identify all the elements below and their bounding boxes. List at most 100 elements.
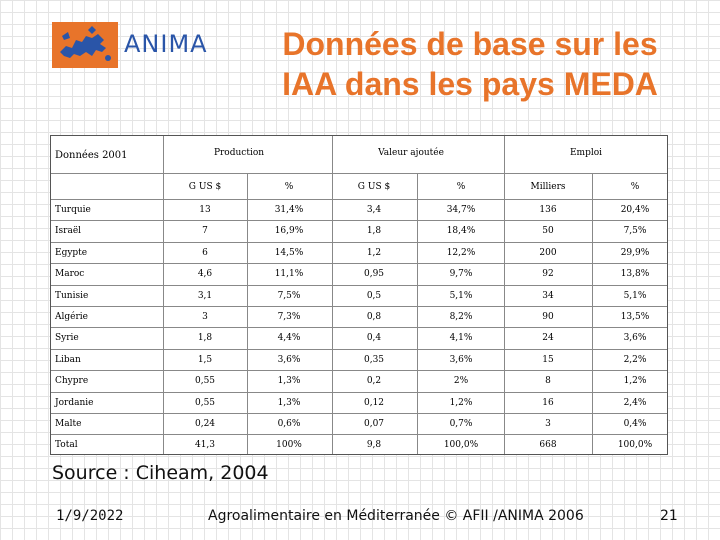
table-row: Total 41,3 100% 9,8 100,0% 668 100,0% bbox=[51, 435, 667, 456]
value-cell: 9,8 bbox=[366, 440, 382, 451]
group-header: Emploi bbox=[569, 148, 603, 158]
value-cell: 5,1% bbox=[623, 290, 647, 301]
unit-header: G US $ bbox=[357, 182, 391, 192]
group-header: Production bbox=[213, 148, 265, 158]
value-cell: 1,8 bbox=[197, 333, 213, 344]
value-cell: 18,4% bbox=[446, 226, 476, 237]
country-cell: Tunisie bbox=[55, 290, 89, 301]
value-cell: 6 bbox=[202, 247, 208, 258]
table-row: Jordanie 0,55 1,3% 0,12 1,2% 16 2,4% bbox=[51, 393, 667, 414]
table-row: Algérie 3 7,3% 0,8 8,2% 90 13,5% bbox=[51, 307, 667, 329]
value-cell: 7,3% bbox=[277, 312, 301, 322]
value-cell: 0,2 bbox=[366, 376, 382, 387]
unit-header: % bbox=[456, 182, 466, 192]
value-cell: 3,6% bbox=[623, 333, 647, 344]
value-cell: 136 bbox=[539, 205, 557, 215]
table-row: Egypte 6 14,5% 1,2 12,2% 200 29,9% bbox=[51, 243, 667, 265]
value-cell: 3,1 bbox=[197, 290, 213, 301]
title-line-2: IAA dans les pays MEDA bbox=[282, 66, 658, 102]
table-row: Maroc 4,6 11,1% 0,95 9,7% 92 13,8% bbox=[51, 264, 667, 286]
column-divider bbox=[247, 174, 248, 454]
footer-center: Agroalimentaire en Méditerranée © AFII /… bbox=[208, 508, 584, 524]
country-cell: Turquie bbox=[55, 205, 91, 215]
value-cell: 0,55 bbox=[194, 376, 216, 387]
value-cell: 1,2 bbox=[366, 247, 382, 258]
value-cell: 3 bbox=[545, 419, 551, 429]
unit-header: Milliers bbox=[530, 182, 566, 192]
country-cell: Malte bbox=[55, 419, 82, 429]
value-cell: 8 bbox=[545, 376, 551, 387]
country-cell: Israël bbox=[55, 226, 82, 237]
value-cell: 0,6% bbox=[277, 419, 301, 429]
table-row: Syrie 1,8 4,4% 0,4 4,1% 24 3,6% bbox=[51, 328, 667, 350]
value-cell: 3 bbox=[202, 312, 208, 322]
value-cell: 1,8 bbox=[366, 226, 382, 237]
table-row: Tunisie 3,1 7,5% 0,5 5,1% 34 5,1% bbox=[51, 286, 667, 307]
value-cell: 8,2% bbox=[449, 312, 473, 322]
column-divider bbox=[504, 136, 505, 454]
source-note: Source : Ciheam, 2004 bbox=[52, 462, 269, 484]
value-cell: 50 bbox=[542, 226, 554, 237]
footer-date: 1/9/2022 bbox=[56, 508, 124, 524]
value-cell: 9,7% bbox=[449, 269, 473, 280]
value-cell: 4,6 bbox=[197, 269, 213, 280]
country-cell: Chypre bbox=[55, 376, 89, 387]
value-cell: 29,9% bbox=[620, 247, 650, 258]
value-cell: 7,5% bbox=[277, 290, 301, 301]
value-cell: 13,8% bbox=[620, 269, 650, 280]
value-cell: 1,5 bbox=[197, 354, 213, 365]
value-cell: 100% bbox=[276, 440, 302, 451]
value-cell: 1,2% bbox=[623, 376, 647, 387]
value-cell: 12,2% bbox=[446, 247, 476, 258]
country-cell: Liban bbox=[55, 354, 81, 365]
value-cell: 7,5% bbox=[623, 226, 647, 237]
unit-header: % bbox=[630, 182, 640, 192]
value-cell: 0,4 bbox=[366, 333, 382, 344]
value-cell: 2% bbox=[453, 376, 469, 387]
value-cell: 4,1% bbox=[449, 333, 473, 344]
value-cell: 31,4% bbox=[274, 205, 304, 215]
column-divider bbox=[332, 136, 333, 454]
table-row: Turquie 13 31,4% 3,4 34,7% 136 20,4% bbox=[51, 200, 667, 222]
value-cell: 200 bbox=[539, 247, 557, 258]
value-cell: 3,4 bbox=[366, 205, 382, 215]
value-cell: 20,4% bbox=[620, 205, 650, 215]
value-cell: 0,12 bbox=[363, 397, 385, 408]
table-row: Malte 0,24 0,6% 0,07 0,7% 3 0,4% bbox=[51, 414, 667, 436]
group-header: Valeur ajoutée bbox=[378, 148, 444, 158]
value-cell: 0,24 bbox=[194, 419, 216, 429]
value-cell: 92 bbox=[542, 269, 554, 280]
title-line-1: Données de base sur les bbox=[282, 26, 658, 62]
value-cell: 24 bbox=[542, 333, 554, 344]
value-cell: 4,4% bbox=[277, 333, 301, 344]
value-cell: 0,55 bbox=[194, 397, 216, 408]
value-cell: 16 bbox=[542, 397, 554, 408]
value-cell: 1,3% bbox=[277, 376, 301, 387]
table-row: Liban 1,5 3,6% 0,35 3,6% 15 2,2% bbox=[51, 350, 667, 372]
value-cell: 3,6% bbox=[277, 354, 301, 365]
table-row: Chypre 0,55 1,3% 0,2 2% 8 1,2% bbox=[51, 371, 667, 393]
value-cell: 5,1% bbox=[449, 290, 473, 301]
value-cell: 41,3 bbox=[194, 440, 216, 451]
value-cell: 2,2% bbox=[623, 354, 647, 365]
value-cell: 2,4% bbox=[623, 397, 647, 408]
unit-header: % bbox=[284, 182, 294, 192]
value-cell: 7 bbox=[202, 226, 208, 237]
value-cell: 34,7% bbox=[446, 205, 476, 215]
data-table: Données 2001 Production Valeur ajoutée Empl… bbox=[50, 135, 668, 455]
country-cell: Total bbox=[55, 440, 78, 451]
value-cell: 0,7% bbox=[449, 419, 473, 429]
value-cell: 1,3% bbox=[277, 397, 301, 408]
footer-page-number: 21 bbox=[660, 508, 678, 524]
value-cell: 3,6% bbox=[449, 354, 473, 365]
value-cell: 100,0% bbox=[443, 440, 479, 451]
country-cell: Egypte bbox=[55, 247, 88, 258]
value-cell: 13 bbox=[199, 205, 211, 215]
value-cell: 14,5% bbox=[274, 247, 304, 258]
anima-logo bbox=[52, 22, 118, 68]
table-row: Israël 7 16,9% 1,8 18,4% 50 7,5% bbox=[51, 221, 667, 243]
value-cell: 11,1% bbox=[274, 269, 304, 280]
header-row-units: G US $% G US $% Milliers% bbox=[51, 174, 667, 200]
value-cell: 668 bbox=[539, 440, 557, 451]
value-cell: 16,9% bbox=[274, 226, 304, 237]
